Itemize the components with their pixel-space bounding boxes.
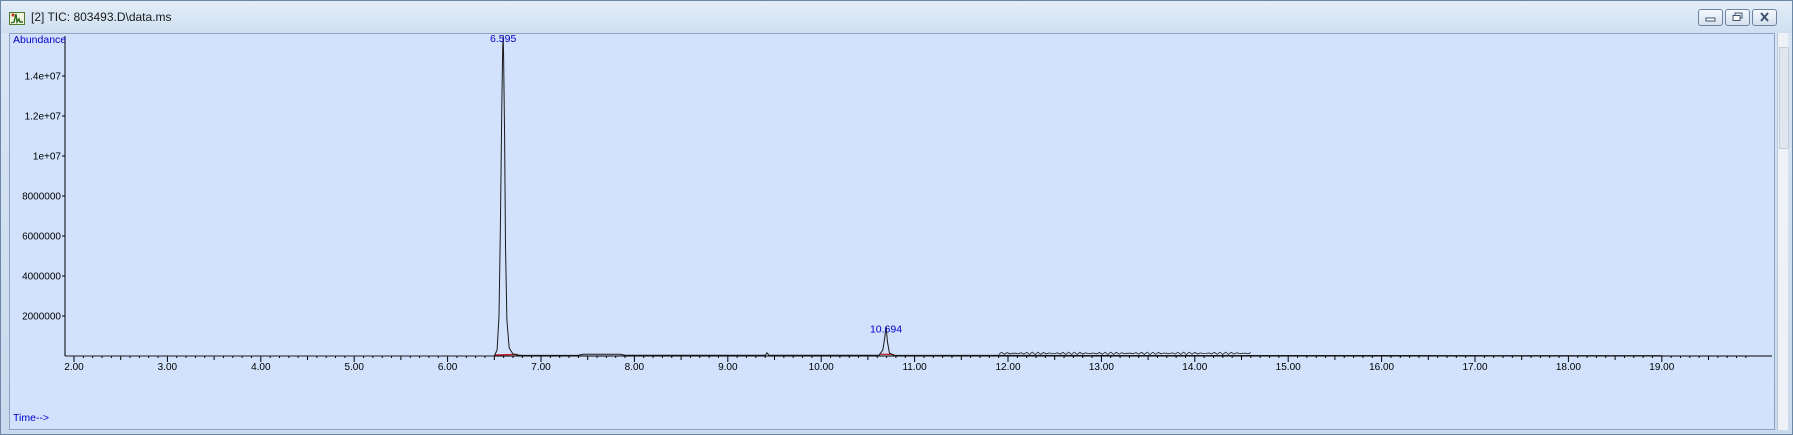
y-axis-label: Abundance bbox=[13, 34, 66, 46]
x-tick-label: 15.00 bbox=[1276, 362, 1301, 373]
chromatogram-chart[interactable]: 2.00 3.00 4.00 5.00 6.00 7.00 8.00 9.00 10.00 11.… bbox=[10, 33, 1774, 429]
x-tick-label: 3.00 bbox=[158, 362, 178, 373]
x-tick-label: 13.00 bbox=[1089, 362, 1114, 373]
close-button[interactable] bbox=[1752, 9, 1777, 26]
x-tick-label: 6.00 bbox=[438, 362, 458, 373]
minimize-button[interactable] bbox=[1698, 9, 1723, 26]
x-tick-label: 4.00 bbox=[251, 362, 271, 373]
y-tick-label: 4000000 bbox=[22, 272, 61, 283]
x-tick-label: 19.00 bbox=[1649, 362, 1674, 373]
chart-area[interactable]: 2.00 3.00 4.00 5.00 6.00 7.00 8.00 9.00 10.00 11.… bbox=[9, 33, 1775, 430]
y-tick-label: 1e+07 bbox=[33, 152, 62, 163]
restore-icon bbox=[1732, 9, 1744, 27]
minimize-icon bbox=[1705, 9, 1716, 27]
chromatogram-app-icon bbox=[9, 10, 25, 26]
scrollbar-thumb[interactable] bbox=[1779, 47, 1789, 149]
x-tick-label: 11.00 bbox=[902, 362, 927, 373]
x-tick-label: 7.00 bbox=[531, 362, 551, 373]
x-tick-label: 17.00 bbox=[1462, 362, 1487, 373]
x-tick-label: 8.00 bbox=[625, 362, 645, 373]
x-tick-label: 18.00 bbox=[1556, 362, 1581, 373]
tic-trace bbox=[66, 35, 1662, 357]
y-tick-label: 2000000 bbox=[22, 312, 61, 323]
window-title: [2] TIC: 803493.D\data.ms bbox=[31, 10, 172, 24]
y-tick-label: 1.4e+07 bbox=[25, 72, 62, 83]
x-axis-label: Time--> bbox=[13, 412, 49, 424]
x-tick-label: 2.00 bbox=[64, 362, 84, 373]
peak-label: 10.694 bbox=[870, 323, 902, 335]
x-tick-label: 10.00 bbox=[809, 362, 834, 373]
y-tick-label: 8000000 bbox=[22, 192, 61, 203]
x-tick-label: 9.00 bbox=[718, 362, 738, 373]
tic-noise bbox=[998, 351, 1251, 356]
y-tick-label: 6000000 bbox=[22, 232, 61, 243]
x-tick-label: 12.00 bbox=[995, 362, 1020, 373]
x-tick-label: 14.00 bbox=[1182, 362, 1207, 373]
vertical-scrollbar[interactable] bbox=[1777, 33, 1789, 430]
title-bar[interactable]: [2] TIC: 803493.D\data.ms bbox=[1, 1, 1792, 33]
close-icon bbox=[1759, 9, 1770, 27]
peak-label: 6.595 bbox=[490, 34, 516, 45]
y-tick-label: 1.2e+07 bbox=[25, 112, 62, 123]
x-tick-label: 5.00 bbox=[344, 362, 364, 373]
x-tick-label: 16.00 bbox=[1369, 362, 1394, 373]
restore-button[interactable] bbox=[1725, 9, 1750, 26]
